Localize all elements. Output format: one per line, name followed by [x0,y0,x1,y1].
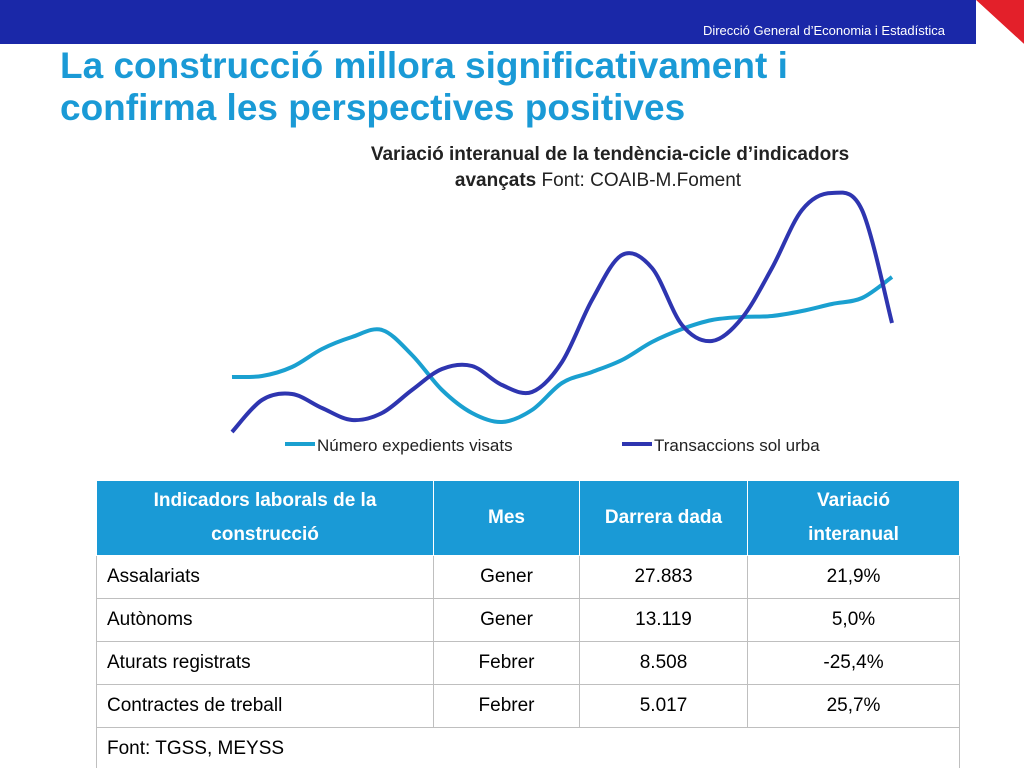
table-row: Contractes de treball Febrer 5.017 25,7% [96,684,960,728]
table-cell: Contractes de treball [96,684,434,728]
table-cell: Febrer [433,684,580,728]
header-text: Indicadors laborals de la construcció [153,490,377,545]
legend-label: Transaccions sol urba [654,436,820,455]
header-bar [0,0,976,44]
table-cell: 21,9% [747,555,960,599]
table-row: Autònoms Gener 13.119 5,0% [96,598,960,642]
table-row: Assalariats Gener 27.883 21,9% [96,555,960,599]
table-cell: Gener [433,555,580,599]
header-cell: Darrera dada [579,480,748,556]
table-cell: Assalariats [96,555,434,599]
table-cell: Gener [433,598,580,642]
chart-title: avançats [455,170,536,191]
slide-graphics: Direcció General d’Economia i Estadístic… [0,0,1024,455]
legend-label: Número expedients visats [317,436,513,455]
table-cell: 25,7% [747,684,960,728]
plot: Número expedients visats Transaccions sol… [230,190,894,455]
table-cell: 8.508 [579,641,748,685]
table-cell: Febrer [433,641,580,685]
chart-title: Variació interanual de la tendència-cicl… [371,144,849,165]
table-cell: -25,4% [747,641,960,685]
series-line [230,190,894,434]
header-cell: Indicadors laborals de la construcció [96,480,434,556]
table-cell: 5,0% [747,598,960,642]
table-cell: 13.119 [579,598,748,642]
table-cell: Autònoms [96,598,434,642]
header-org: Direcció General d’Economia i Estadístic… [703,23,946,38]
chart-source: Font: COAIB-M.Foment [542,170,742,191]
table-cell: Aturats registrats [96,641,434,685]
source-row: Font: TGSS, MEYSS [96,727,960,768]
header-cell: Mes [433,480,580,556]
slide-title: confirma les perspectives positives [60,87,685,128]
table-body: Assalariats Gener 27.883 21,9% Autònoms Gener… [96,555,960,768]
series-line [231,275,894,425]
slide-title: La construcció millora significativament… [60,45,788,86]
table-row: Aturats registrats Febrer 8.508 -25,4% [96,641,960,685]
chart-title: avançats Font: COAIB-M.Foment [455,170,742,191]
indicators-table: Indicadors laborals de la construcció Me… [96,480,960,768]
corner-mark-white [976,0,1024,44]
header-text: Variació interanual [808,490,899,545]
table-source: Font: TGSS, MEYSS [96,727,960,768]
table-cell: 5.017 [579,684,748,728]
header-row: Indicadors laborals de la construcció Me… [96,480,960,556]
header-cell: Variació interanual [747,480,960,556]
table-cell: 27.883 [579,555,748,599]
